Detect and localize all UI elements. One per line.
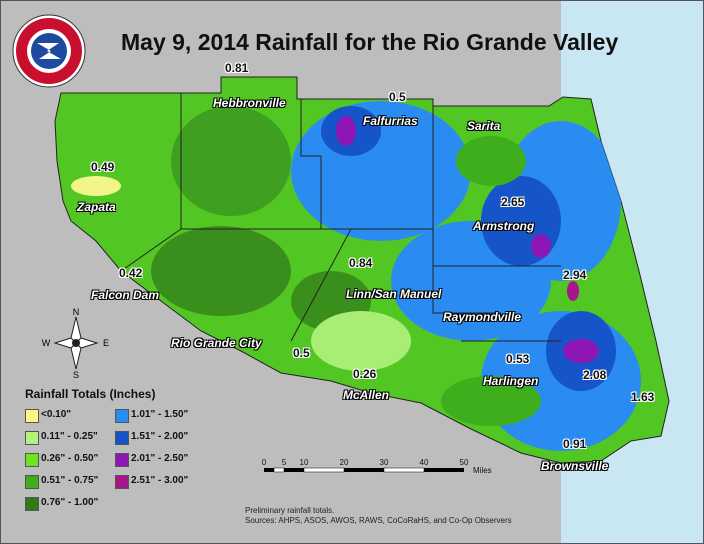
county-lines <box>120 93 561 342</box>
legend-label: 1.51" - 2.00" <box>131 431 189 442</box>
legend-label: 2.51" - 3.00" <box>131 475 189 486</box>
compass-rose-icon: N S W E <box>42 307 109 379</box>
rainfall-value: 0.26 <box>353 367 377 381</box>
rain-band-purple-2 <box>531 234 551 258</box>
rainfall-legend: Rainfall Totals (Inches) <0.10" 0.11" - 0… <box>25 387 245 517</box>
notes-line-1: Preliminary rainfall totals. <box>245 506 335 515</box>
rain-band-purple-4 <box>567 281 579 301</box>
legend-swatch <box>25 409 39 423</box>
rain-band-lightgreen-1 <box>311 311 411 371</box>
city-label: Sarita <box>467 119 501 133</box>
rain-band-purple-3 <box>563 339 599 363</box>
city-label: Falcon Dam <box>91 288 160 302</box>
city-label: Hebbronville <box>213 96 286 110</box>
map-title: May 9, 2014 Rainfall for the Rio Grande … <box>121 29 619 55</box>
rainfall-value: 2.08 <box>583 368 607 382</box>
rainfall-value: 0.91 <box>563 437 587 451</box>
rainfall-value: 2.65 <box>501 195 525 209</box>
scale-tick: 10 <box>299 458 309 467</box>
compass-n: N <box>73 307 80 317</box>
legend-swatch <box>115 453 129 467</box>
rain-band-green-east <box>456 136 526 186</box>
scale-tick: 30 <box>379 458 389 467</box>
rain-band-darkgreen-1 <box>171 106 291 216</box>
legend-label: 2.01" - 2.50" <box>131 453 189 464</box>
scale-tick: 50 <box>459 458 469 467</box>
city-label: Raymondville <box>443 310 522 324</box>
scale-tick: 20 <box>339 458 349 467</box>
rain-band-purple-1 <box>336 116 356 146</box>
legend-swatch <box>25 431 39 445</box>
rainfall-value: 1.63 <box>631 390 655 404</box>
city-label: Armstrong <box>473 219 535 233</box>
compass-w: W <box>42 338 51 348</box>
scale-unit: Miles <box>473 466 492 475</box>
rainfall-value: 0.81 <box>225 61 249 75</box>
legend-title: Rainfall Totals (Inches) <box>25 387 156 401</box>
city-label: McAllen <box>343 388 390 402</box>
scale-bar-graphic <box>264 467 464 473</box>
legend-label: 0.11" - 0.25" <box>41 431 98 442</box>
rainfall-value: 0.42 <box>119 266 143 280</box>
legend-label: 0.51" - 0.75" <box>41 475 99 486</box>
rainfall-value: 0.53 <box>506 352 530 366</box>
scale-tick: 5 <box>281 458 287 467</box>
rainfall-value: 2.94 <box>563 268 587 282</box>
scale-tick: 0 <box>261 458 267 467</box>
notes-line-2: Sources: AHPS, ASOS, AWOS, RAWS, CoCoRaH… <box>245 516 512 525</box>
city-label: Brownsville <box>541 459 609 473</box>
legend-label: 0.26" - 0.50" <box>41 453 99 464</box>
scale-tick: 40 <box>419 458 429 467</box>
rainfall-value: 0.84 <box>349 256 373 270</box>
legend-label: 0.76" - 1.00" <box>41 497 99 508</box>
legend-swatch <box>25 497 39 511</box>
city-label: Falfurrias <box>363 114 418 128</box>
rain-band-yellow-1 <box>71 176 121 196</box>
legend-swatch <box>115 431 129 445</box>
city-label: Zapata <box>77 200 116 214</box>
rainfall-value: 0.49 <box>91 160 115 174</box>
source-notes: Preliminary rainfall totals. Sources: AH… <box>245 506 512 526</box>
rain-band-green-south <box>441 376 541 426</box>
legend-swatch <box>115 409 129 423</box>
legend-label: <0.10" <box>41 409 72 420</box>
compass-e: E <box>103 338 109 348</box>
legend-swatch <box>115 475 129 489</box>
compass-s: S <box>73 370 79 379</box>
legend-label: 1.01" - 1.50" <box>131 409 189 420</box>
legend-swatch <box>25 453 39 467</box>
nws-logo-icon <box>12 14 86 88</box>
city-label: Rio Grande City <box>171 336 262 350</box>
scale-bar: 0 5 10 20 30 40 50 Miles <box>259 458 492 478</box>
city-label: Harlingen <box>483 374 539 388</box>
legend-swatch <box>25 475 39 489</box>
rainfall-value: 0.5 <box>389 90 406 104</box>
city-label: Linn/San Manuel <box>346 287 442 301</box>
rain-band-darkgreen-2 <box>151 226 291 316</box>
rainfall-value: 0.5 <box>293 346 310 360</box>
